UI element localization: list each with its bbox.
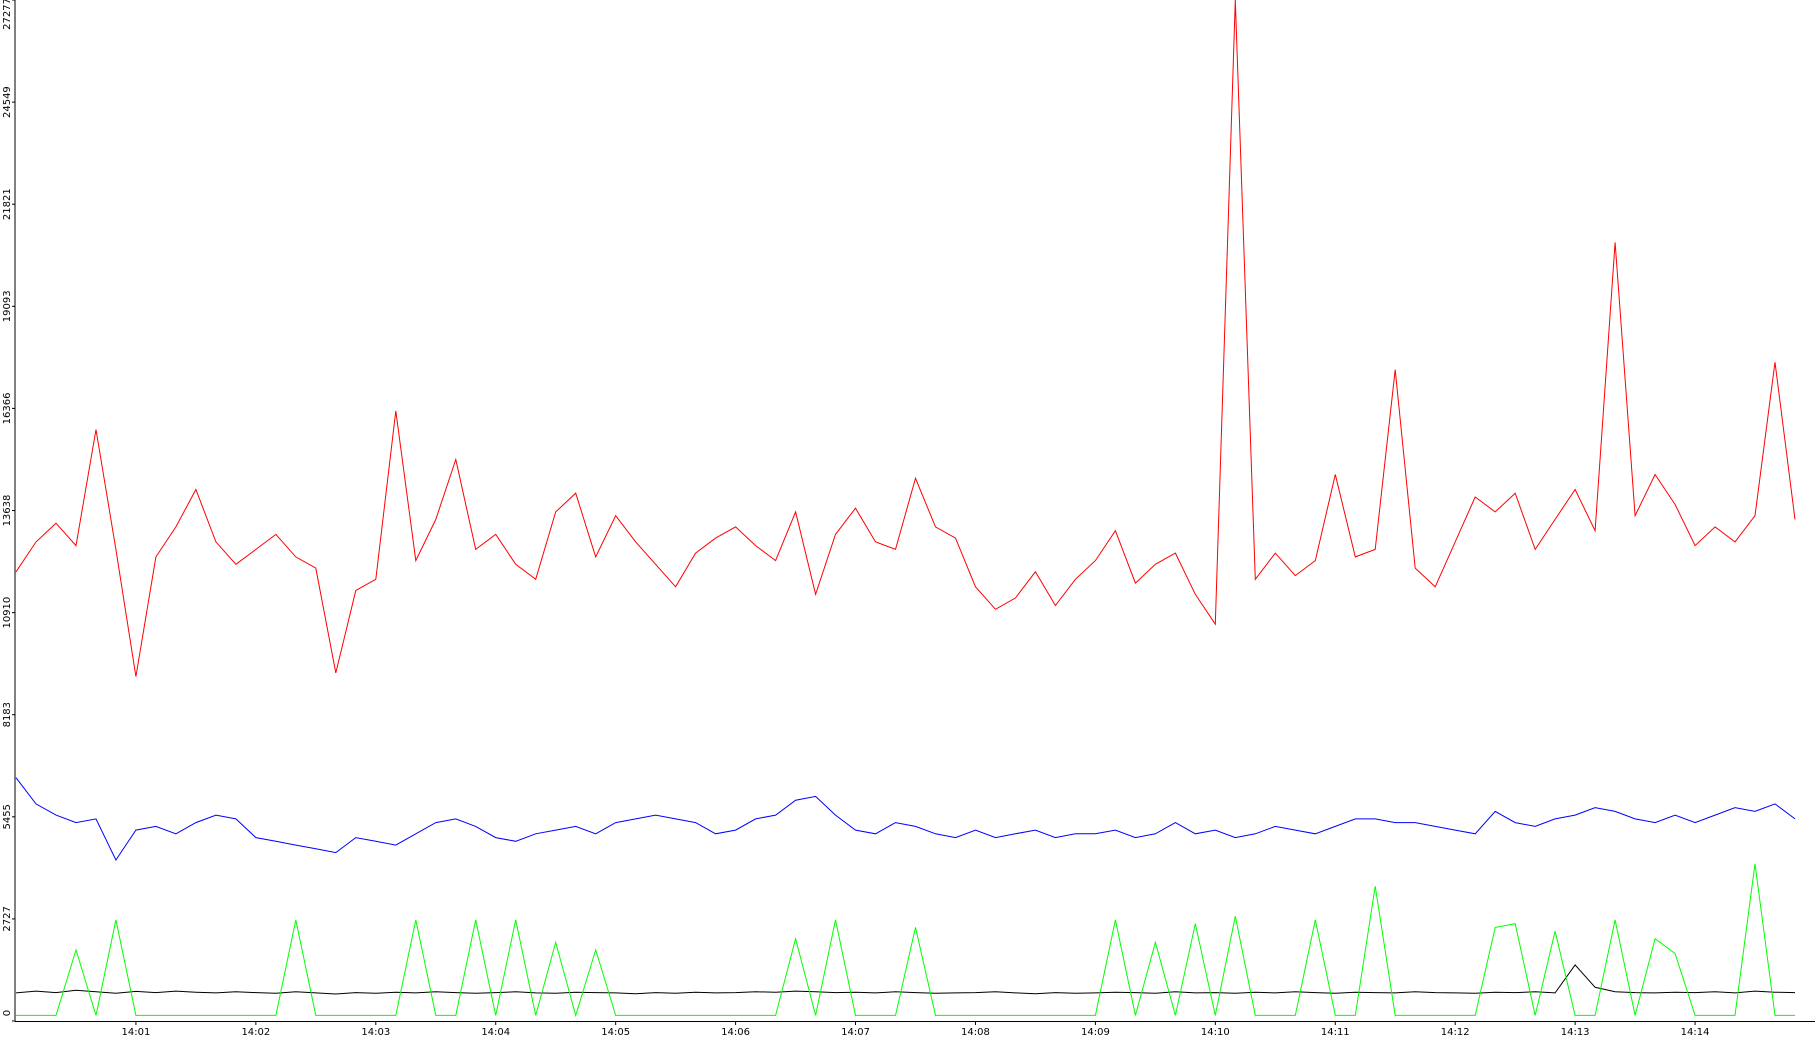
y-tick-label: 10910 xyxy=(2,597,13,629)
y-tick-label: 8183 xyxy=(2,702,13,727)
series-line xyxy=(15,964,1796,995)
y-tick-label: 13638 xyxy=(2,495,13,527)
y-tick-label: 24549 xyxy=(2,86,13,118)
y-tick-label: 2727 xyxy=(2,906,13,931)
x-tick-label: 14:05 xyxy=(601,1027,630,1038)
x-tick-label: 14:14 xyxy=(1681,1027,1710,1038)
x-tick-label: 14:13 xyxy=(1561,1027,1590,1038)
x-tick-label: 14:06 xyxy=(721,1027,750,1038)
series-line xyxy=(16,863,1795,1018)
x-tick-label: 14:12 xyxy=(1441,1027,1470,1038)
series-line xyxy=(15,777,1796,862)
x-tick-label: 14:07 xyxy=(841,1027,870,1038)
y-tick-label: 5455 xyxy=(2,804,13,829)
x-tick-label: 14:10 xyxy=(1201,1027,1230,1038)
x-tick-label: 14:09 xyxy=(1081,1027,1110,1038)
y-tick-label: 0 xyxy=(2,1010,13,1016)
y-tick-label: 19093 xyxy=(2,290,13,322)
y-tick-label: 27277 xyxy=(2,0,13,30)
x-tick-label: 14:03 xyxy=(361,1027,390,1038)
series-line xyxy=(15,0,1796,677)
x-tick-label: 14:04 xyxy=(481,1027,510,1038)
x-tick-label: 14:02 xyxy=(241,1027,270,1038)
y-tick-label: 21821 xyxy=(2,188,13,220)
y-tick-label: 16366 xyxy=(2,393,13,425)
x-tick-label: 14:08 xyxy=(961,1027,990,1038)
x-tick-label: 14:01 xyxy=(122,1027,151,1038)
x-tick-label: 14:11 xyxy=(1321,1027,1350,1038)
